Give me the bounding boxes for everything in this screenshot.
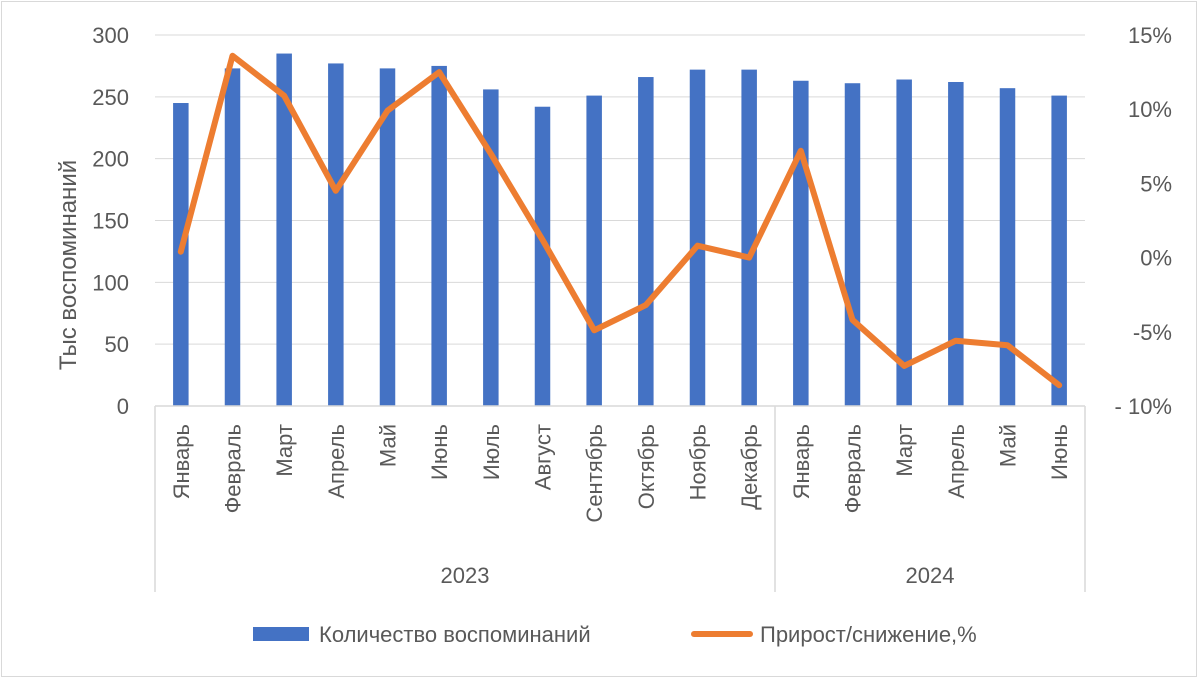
y-left-tick-label: 150 (92, 209, 129, 234)
x-tick-label: Февраль (221, 424, 246, 513)
x-tick-label: Март (892, 424, 917, 477)
x-tick-label: Ноябрь (686, 424, 711, 500)
line-point (438, 71, 440, 73)
x-tick-label: Январь (789, 424, 814, 499)
y-right-tick-label: -5% (1133, 320, 1172, 345)
bar (844, 83, 861, 406)
x-tick-label: Май (996, 424, 1021, 467)
x-tick-label: Август (531, 424, 556, 490)
bar (638, 77, 654, 407)
line-point (593, 329, 595, 331)
y-axis-left-ticks: 0 50 100 150 200 250 300 (92, 23, 129, 419)
line-point (1058, 384, 1060, 386)
line-point (748, 257, 750, 259)
y-axis-label: Тыс воспоминаний (55, 160, 82, 370)
bar (534, 106, 551, 406)
bar (328, 63, 344, 407)
line-point (852, 319, 853, 321)
x-tick-label: Апрель (324, 424, 349, 499)
y-left-tick-label: 250 (92, 85, 129, 110)
y-right-tick-label: 5% (1140, 171, 1172, 196)
bar (276, 53, 292, 407)
bar-series (173, 53, 1067, 407)
x-tick-label: Май (376, 424, 401, 467)
line-point (1007, 344, 1008, 346)
legend-item-bar: Количество воспоминаний (319, 622, 591, 647)
bar (793, 80, 809, 407)
bar (431, 65, 447, 407)
bar (379, 68, 396, 406)
line-point (283, 95, 285, 97)
x-tick-label: Октябрь (634, 424, 659, 509)
line-point (955, 340, 957, 342)
bar (483, 89, 499, 406)
line-point (645, 304, 647, 306)
bar (948, 81, 964, 406)
y-right-tick-label: - 10% (1115, 394, 1172, 419)
bar (689, 69, 706, 407)
y-right-tick-label: 10% (1128, 97, 1172, 122)
x-tick-label: Март (272, 424, 297, 477)
x-tick-label: Январь (169, 424, 194, 499)
line-point (490, 153, 492, 155)
bar (999, 88, 1016, 406)
bar (896, 79, 912, 407)
legend-item-line: Прирост/снижение,% (760, 622, 977, 647)
line-point (542, 239, 543, 241)
x-tick-label: Июнь (1047, 424, 1072, 480)
line-point (800, 150, 802, 152)
x-group-label: 2023 (441, 563, 490, 588)
line-series (177, 52, 1063, 389)
x-tick-label: Сентябрь (582, 424, 607, 523)
y-axis-right-ticks: - 10% -5% 0% 5% 10% 15% (1115, 23, 1172, 419)
y-left-tick-label: 0 (117, 394, 129, 419)
bar (741, 69, 757, 407)
x-axis: Январь Февраль Март Апрель Май Июнь Июль Август… (154, 405, 1086, 592)
line-point (335, 190, 337, 192)
y-left-tick-label: 100 (92, 270, 129, 295)
line-point (697, 245, 698, 247)
x-tick-label: Апрель (944, 424, 969, 499)
legend: Количество воспоминаний Прирост/снижение… (253, 622, 977, 647)
x-tick-label: Февраль (841, 424, 866, 513)
line-point (903, 365, 905, 367)
y-left-tick-label: 200 (92, 147, 129, 172)
bar (1051, 95, 1067, 406)
x-tick-label: Июль (479, 424, 504, 480)
bar (224, 68, 241, 406)
legend-bar-swatch (253, 627, 309, 641)
line-point (232, 55, 233, 57)
y-right-tick-label: 0% (1140, 246, 1172, 271)
x-group-label: 2024 (906, 563, 955, 588)
y-right-tick-label: 15% (1128, 23, 1172, 48)
x-tick-label: Июнь (427, 424, 452, 480)
y-left-tick-label: 300 (92, 23, 129, 48)
line-point (387, 110, 388, 112)
y-left-tick-label: 50 (105, 332, 129, 357)
line-point (180, 251, 182, 253)
bar (586, 95, 602, 406)
line-path (177, 52, 1063, 389)
gridlines (155, 34, 1085, 345)
x-tick-label: Декабрь (737, 424, 762, 510)
